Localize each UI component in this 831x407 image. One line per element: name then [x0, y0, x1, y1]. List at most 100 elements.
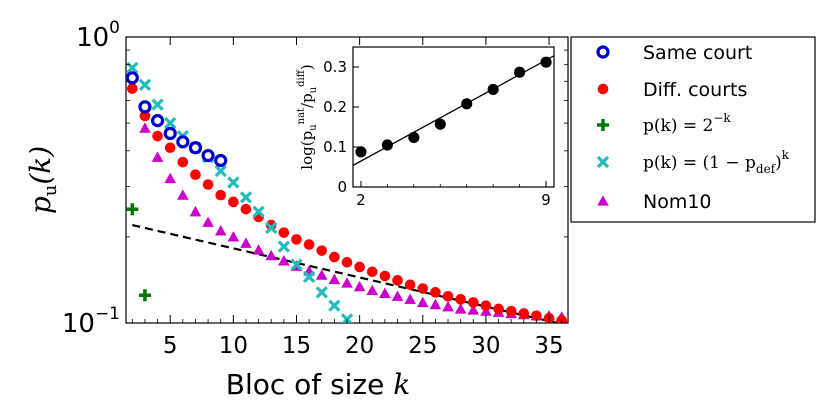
x-tick-label: 15	[282, 333, 311, 359]
data-point-diff-courts-9	[215, 189, 227, 201]
inset-axis-ticks: 2 9 0 0.1 0.2 0.3	[323, 58, 551, 209]
inset-data-point-4	[408, 131, 420, 143]
legend-label: Nom10	[643, 191, 712, 213]
inset-x-tick-label: 2	[356, 191, 366, 209]
data-point-nom10-20	[353, 280, 366, 292]
data-point-nom10-7	[189, 205, 202, 217]
x-tick-label: 30	[471, 333, 500, 359]
svg-text:Bloc of size k: Bloc of size k	[226, 368, 410, 401]
data-point-p-k-1-p-def-k-12	[252, 205, 265, 218]
inset-y-tick-label: 0.2	[323, 98, 347, 116]
data-point-diff-courts-23	[392, 275, 403, 286]
inset-data-point-9	[540, 56, 552, 68]
data-point-diff-courts-24	[404, 279, 416, 291]
legend: Same court Diff. courts p(k) = 2−k p(k) = (…	[570, 36, 816, 223]
inset-plot-marks	[353, 55, 554, 166]
data-point-p-k-1-p-def-k-10	[227, 176, 240, 189]
data-point-p-k-2-k-2	[126, 203, 139, 216]
data-point-diff-courts-3	[139, 110, 151, 122]
data-point-nom10-17	[315, 269, 328, 280]
svg-text:pu(k): pu(k)	[24, 146, 61, 214]
series-p-k-1-p-def-k	[126, 61, 354, 323]
data-point-nom10-9	[214, 225, 227, 236]
legend-box	[570, 36, 816, 223]
data-point-nom10-21	[366, 284, 379, 296]
legend-marker-nom10	[597, 195, 609, 206]
reference-dashed-line	[132, 223, 563, 323]
legend-marker-p-k-1-p-def-k	[596, 155, 610, 169]
data-point-diff-courts-34	[531, 310, 542, 322]
legend-marker-diff-courts	[597, 83, 609, 95]
main-x-axis-title: Bloc of size k	[226, 368, 410, 401]
data-point-p-k-2-k-3	[138, 289, 151, 302]
data-point-nom10-10	[227, 231, 240, 242]
data-point-same-court-9	[214, 153, 228, 168]
data-point-diff-courts-33	[518, 308, 530, 319]
data-point-nom10-22	[379, 287, 391, 298]
data-point-diff-courts-11	[240, 203, 252, 215]
data-point-diff-courts-27	[442, 290, 454, 302]
data-point-diff-courts-14	[278, 227, 290, 238]
inset-x-tick-label: 9	[541, 191, 551, 209]
data-point-p-k-1-p-def-k-14	[277, 240, 290, 253]
data-point-nom10-13	[265, 249, 278, 261]
legend-label: Same court	[643, 42, 752, 64]
data-point-diff-courts-32	[505, 305, 517, 317]
y-tick-label: 100	[76, 18, 120, 53]
main-plot-marks	[126, 61, 568, 323]
data-point-nom10-8	[202, 216, 214, 227]
legend-item-nom10: Nom10	[597, 191, 712, 213]
series-diff-courts	[127, 83, 567, 323]
data-point-diff-courts-5	[164, 142, 176, 154]
data-point-same-court-4	[150, 114, 165, 128]
data-point-same-court-2	[126, 71, 139, 85]
inset-plot-background	[353, 47, 554, 187]
data-point-diff-courts-29	[467, 297, 479, 308]
legend-label: p(k) = (1 − pdef)k	[643, 148, 790, 176]
y-tick-label: 10−1	[62, 304, 120, 339]
data-point-diff-courts-17	[316, 245, 328, 256]
legend-item-p-k-2-k: p(k) = 2−k	[597, 111, 731, 136]
main-y-axis-title: pu(k)	[24, 146, 61, 214]
inset-data-point-5	[434, 118, 446, 130]
data-point-nom10-29	[467, 304, 480, 315]
data-point-same-court-8	[201, 148, 215, 163]
data-point-diff-courts-6	[177, 156, 189, 168]
legend-label: p(k) = 2−k	[643, 111, 731, 136]
data-point-same-court-3	[138, 100, 152, 114]
data-point-diff-courts-26	[430, 287, 441, 298]
series-p-k-2-k	[126, 203, 151, 302]
data-point-p-k-1-p-def-k-5	[164, 116, 177, 130]
data-point-diff-courts-2	[127, 83, 138, 94]
data-point-diff-courts-22	[379, 270, 391, 282]
data-point-p-k-1-p-def-k-17	[315, 286, 328, 299]
x-tick-label: 20	[345, 333, 374, 359]
inset-y-tick-label: 0.1	[323, 138, 347, 156]
data-point-nom10-27	[442, 300, 454, 312]
legend-marker-same-court	[596, 45, 610, 59]
inset-y-tick-label: 0	[337, 178, 347, 196]
data-point-nom10-19	[341, 277, 353, 288]
series-same-court	[126, 71, 228, 168]
data-point-diff-courts-16	[303, 239, 315, 250]
data-point-diff-courts-15	[291, 234, 302, 245]
data-point-p-k-1-p-def-k-18	[328, 299, 341, 312]
data-point-p-k-1-p-def-k-15	[290, 258, 303, 271]
inset-data-point-7	[487, 83, 499, 95]
data-point-diff-courts-28	[455, 294, 466, 305]
data-point-diff-courts-18	[329, 251, 340, 263]
data-point-nom10-23	[391, 290, 404, 301]
data-point-same-court-7	[188, 141, 203, 155]
data-point-nom10-24	[404, 293, 416, 304]
data-point-p-k-1-p-def-k-13	[265, 221, 278, 235]
svg-text:log(punat/pudiff): log(punat/pudiff)	[296, 64, 319, 169]
data-point-diff-courts-8	[202, 179, 214, 190]
data-point-nom10-4	[151, 151, 164, 162]
data-point-nom10-26	[429, 298, 442, 310]
data-point-nom10-25	[416, 296, 429, 308]
data-point-nom10-3	[139, 122, 151, 133]
data-point-same-court-6	[176, 135, 190, 149]
data-point-diff-courts-30	[480, 300, 492, 311]
data-point-diff-courts-4	[152, 130, 163, 142]
